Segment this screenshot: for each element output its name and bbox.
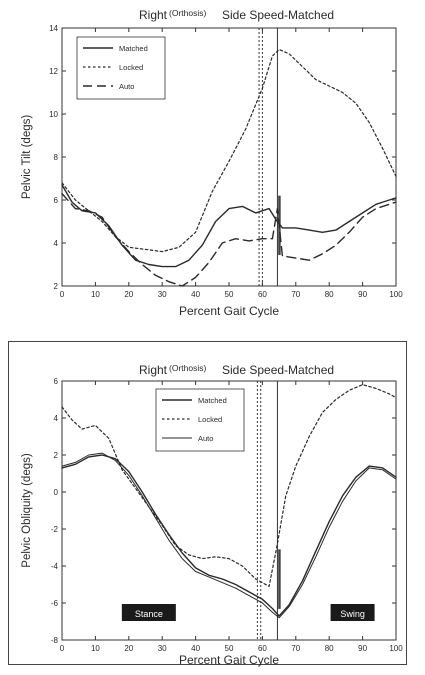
series-line-auto [61,192,397,287]
y-axis-label: Pelvic Tilt (degs) [21,115,33,200]
chart-title: Side Speed-Matched [222,363,334,377]
chart-title-superscript: (Orthosis) [169,363,206,373]
y-tick-label: 2 [54,451,59,460]
x-tick-label: 10 [91,290,100,299]
y-tick-label: 0 [54,488,59,497]
x-axis-label: Percent Gait Cycle [179,304,279,318]
y-tick-label: 2 [54,282,59,291]
x-tick-label: 50 [225,290,234,299]
legend-label: Locked [198,415,222,424]
x-tick-label: 30 [158,290,167,299]
legend-label: Auto [198,434,213,443]
lower-panel-frame [8,341,407,665]
x-tick-label: 80 [325,290,334,299]
x-tick-label: 30 [158,644,167,653]
x-tick-label: 0 [60,644,65,653]
x-tick-label: 10 [91,644,100,653]
chart-title-prefix: Right [139,363,168,377]
y-tick-label: 12 [49,67,58,76]
y-tick-label: -8 [51,636,59,645]
chart-panel-1: Right (Orthosis) Side Speed-Matched 0 10 20 30… [21,8,403,318]
x-tick-label: 20 [124,644,133,653]
x-tick-label: 70 [291,290,300,299]
series-line-matched [61,184,397,268]
y-tick-label: 6 [54,196,59,205]
chart-title: Side Speed-Matched [222,8,334,22]
x-tick-label: 60 [258,644,267,653]
x-tick-label: 100 [389,290,403,299]
y-tick-label: -2 [51,525,59,534]
series-line-auto [61,452,397,619]
annotation-box-swing [330,604,375,621]
y-tick-label: 4 [54,239,59,248]
x-axis-label: Percent Gait Cycle [179,653,279,667]
series-line-matched [61,454,397,617]
x-tick-label: 90 [358,644,367,653]
x-tick-label: 90 [358,290,367,299]
y-tick-label: 4 [54,414,59,423]
x-tick-label: 60 [258,290,267,299]
x-tick-label: 70 [291,644,300,653]
y-tick-label: -6 [51,599,59,608]
legend-label: Matched [119,44,148,53]
legend-label: Matched [198,396,227,405]
chart-title-prefix: Right [139,8,168,22]
x-tick-label: 80 [325,644,334,653]
x-tick-label: 50 [225,644,234,653]
y-tick-label: 8 [54,153,59,162]
annotation-box-stance [121,604,176,621]
y-tick-label: 14 [49,24,58,33]
legend: Matched Locked Auto [76,36,166,100]
y-tick-label: 10 [49,110,58,119]
annotation-label-swing: Swing [340,609,365,619]
legend-label: Locked [119,63,143,72]
x-tick-label: 0 [60,290,65,299]
x-tick-label: 20 [124,290,133,299]
legend-label: Auto [119,82,134,91]
y-tick-label: 6 [54,377,59,386]
y-tick-label: -4 [51,562,59,571]
x-tick-label: 40 [191,290,200,299]
chart-title-superscript: (Orthosis) [169,8,206,18]
series-line-locked [61,384,397,587]
x-tick-label: 40 [191,644,200,653]
legend: Matched Locked Auto [155,388,245,452]
annotation-label-stance: Stance [135,609,163,619]
x-tick-label: 100 [389,644,403,653]
y-axis-label: Pelvic Obliquity (degs) [21,453,33,568]
